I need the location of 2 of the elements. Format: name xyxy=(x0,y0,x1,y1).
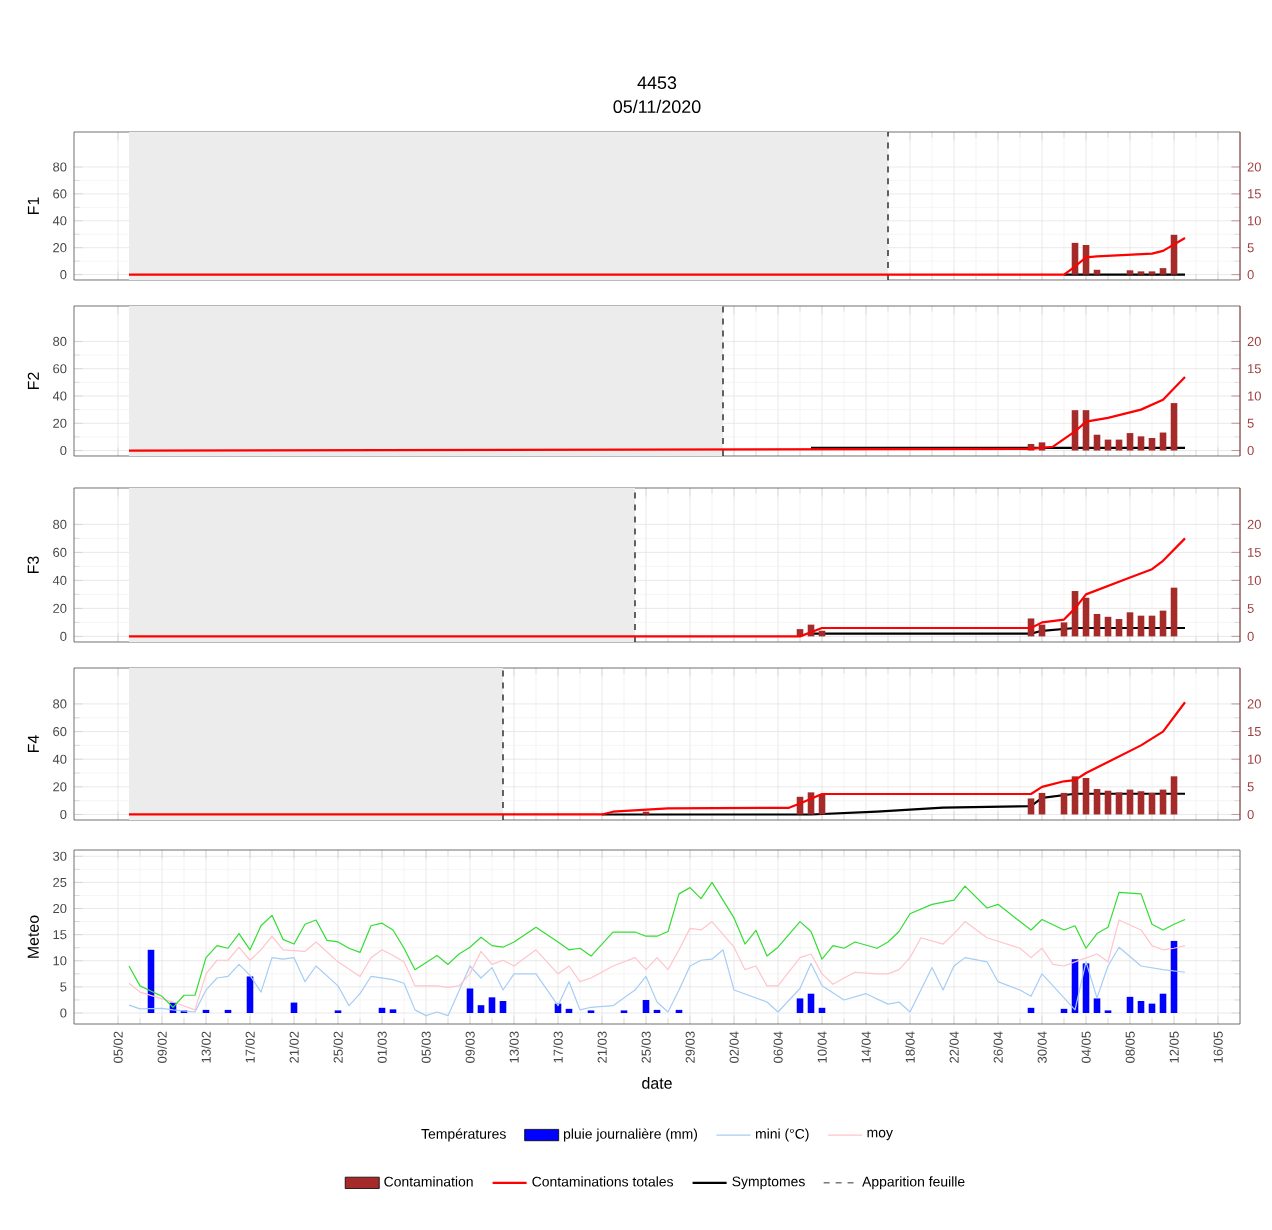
chart-subtitle: 05/11/2020 xyxy=(613,99,701,113)
chart-title: 4453 xyxy=(637,76,677,90)
